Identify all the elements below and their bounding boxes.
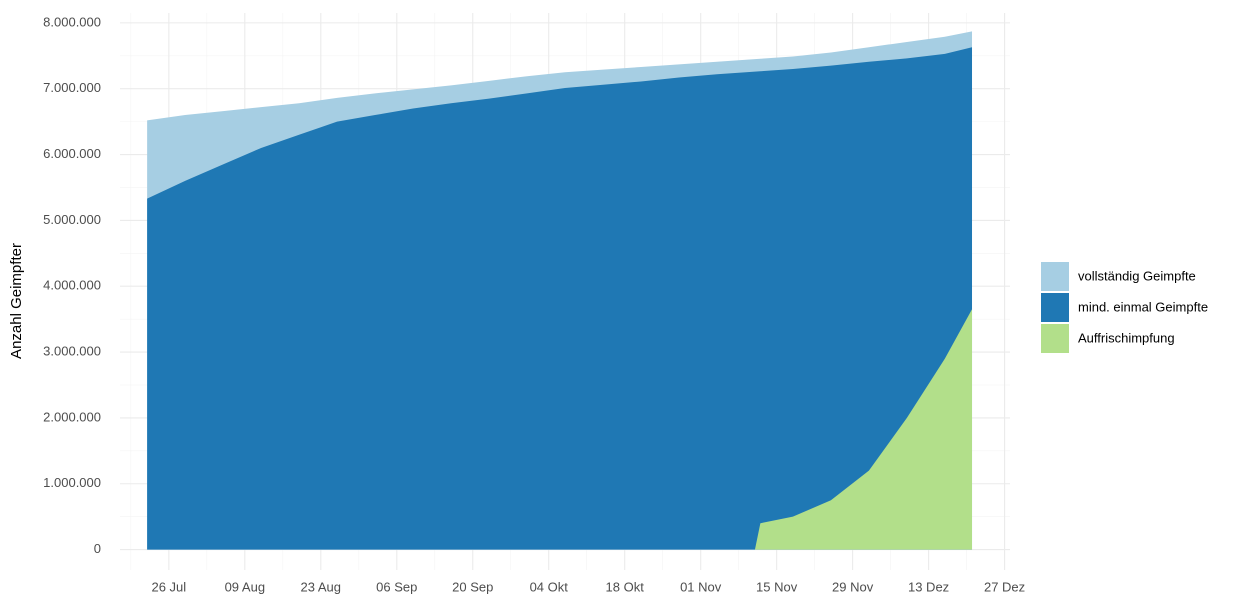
area — [147, 309, 973, 550]
y-tick-label: 1.000.000 — [43, 475, 101, 490]
legend-label: vollständig Geimpfte — [1078, 268, 1196, 283]
y-tick-label: 8.000.000 — [43, 14, 101, 29]
y-tick-label: 6.000.000 — [43, 146, 101, 161]
x-tick-label: 29 Nov — [832, 579, 874, 594]
x-tick-label: 09 Aug — [225, 579, 266, 594]
y-tick-label: 4.000.000 — [43, 278, 101, 293]
x-tick-label: 18 Okt — [606, 579, 645, 594]
x-tick-label: 06 Sep — [376, 579, 417, 594]
y-tick-label: 3.000.000 — [43, 344, 101, 359]
legend-label: mind. einmal Geimpfte — [1078, 299, 1208, 314]
x-tick-label: 13 Dez — [908, 579, 949, 594]
y-tick-label: 0 — [94, 541, 101, 556]
x-tick-label: 23 Aug — [301, 579, 342, 594]
legend-key — [1041, 293, 1069, 322]
x-tick-label: 27 Dez — [984, 579, 1025, 594]
x-tick-label: 15 Nov — [756, 579, 798, 594]
area — [147, 47, 973, 550]
x-tick-label: 01 Nov — [680, 579, 722, 594]
legend-key — [1041, 324, 1069, 353]
legend-key — [1041, 262, 1069, 291]
y-tick-label: 5.000.000 — [43, 212, 101, 227]
legend-label: Auffrischimpfung — [1078, 330, 1175, 345]
x-tick-label: 26 Jul — [151, 579, 186, 594]
y-tick-label: 7.000.000 — [43, 80, 101, 95]
x-tick-label: 20 Sep — [452, 579, 493, 594]
x-tick-label: 04 Okt — [530, 579, 569, 594]
y-tick-label: 2.000.000 — [43, 409, 101, 424]
y-axis-title: Anzahl Geimpfter — [8, 243, 25, 359]
